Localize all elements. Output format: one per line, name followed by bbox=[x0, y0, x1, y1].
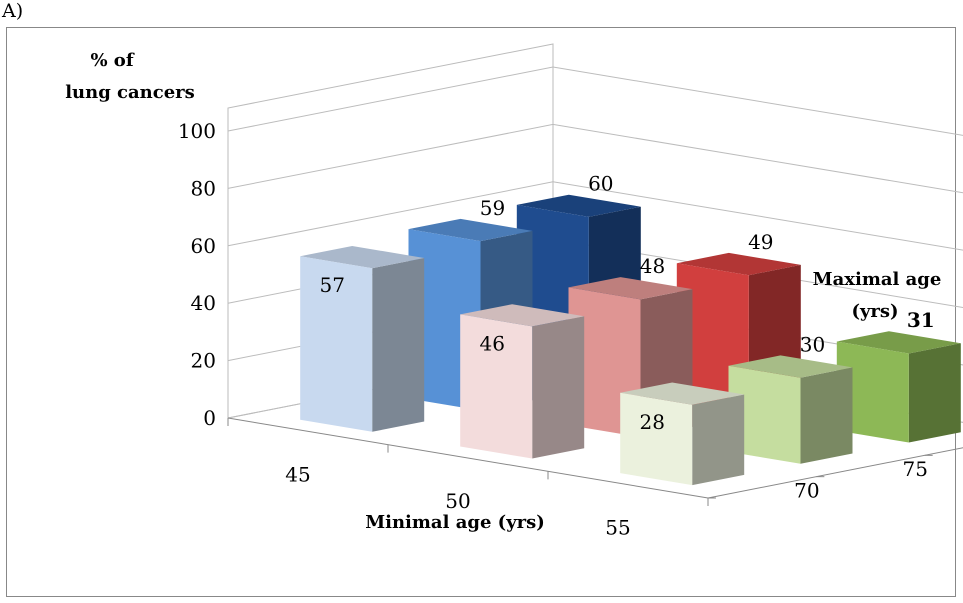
data-labels: 60 49 31 59 48 30 57 46 28 bbox=[319, 172, 934, 434]
depth-axis-line bbox=[707, 447, 963, 499]
data-label: 49 bbox=[748, 230, 773, 254]
bar-top bbox=[676, 252, 801, 276]
x-tick-label: 50 bbox=[445, 489, 470, 513]
bar-front bbox=[836, 341, 909, 443]
gridline-100 bbox=[227, 66, 963, 136]
x-tick-label: 45 bbox=[285, 462, 310, 486]
bar-top bbox=[300, 246, 425, 269]
bar-top bbox=[568, 277, 693, 300]
bar-side bbox=[532, 316, 585, 459]
bar-top bbox=[836, 331, 961, 354]
bar-top bbox=[516, 194, 641, 217]
bar-front bbox=[620, 392, 693, 486]
data-label: 31 bbox=[907, 308, 935, 332]
depth-axis-title-line2: (yrs) bbox=[851, 301, 898, 322]
chart-frame bbox=[6, 27, 956, 597]
gridline-80 bbox=[227, 123, 963, 194]
chart-axes bbox=[227, 417, 963, 506]
y-axis-title-line2: lung cancers bbox=[65, 82, 195, 103]
bar-front bbox=[460, 314, 533, 459]
x-axis-title: Minimal age (yrs) bbox=[365, 512, 545, 533]
bar-front bbox=[300, 256, 373, 432]
y-tick-label: 60 bbox=[191, 234, 216, 258]
bar-45-70 bbox=[300, 246, 425, 432]
y-axis-title-line1: % of bbox=[90, 50, 134, 71]
panel-label: A) bbox=[2, 0, 24, 22]
x-tick-label: 55 bbox=[605, 516, 630, 540]
bar-55-70 bbox=[620, 382, 745, 486]
y-tick-label: 0 bbox=[203, 406, 216, 430]
y-tick-label: 80 bbox=[191, 176, 216, 200]
depth-axis-title-line1: Maximal age bbox=[813, 269, 942, 290]
bar-side bbox=[692, 394, 745, 486]
bar-side bbox=[800, 367, 853, 464]
data-label: 57 bbox=[319, 273, 344, 297]
bar-side bbox=[908, 343, 961, 443]
bar-55-80 bbox=[836, 331, 961, 443]
x-axis-line bbox=[227, 417, 709, 499]
data-label: 60 bbox=[588, 172, 613, 196]
gridline-60 bbox=[227, 181, 963, 251]
bar-55-75 bbox=[728, 355, 853, 464]
y-tick-label: 20 bbox=[191, 349, 216, 373]
data-label: 48 bbox=[640, 254, 665, 278]
bar-front bbox=[728, 365, 801, 464]
bar-side bbox=[372, 258, 425, 432]
bars bbox=[300, 194, 961, 486]
y-tick-label: 100 bbox=[178, 119, 216, 143]
depth-tick-label: 75 bbox=[903, 457, 928, 481]
bar-top bbox=[408, 218, 533, 242]
data-label: 59 bbox=[480, 196, 505, 220]
bar-50-70 bbox=[460, 304, 585, 459]
tick-labels: 020406080100455055707580 bbox=[178, 119, 928, 540]
y-tick-label: 40 bbox=[191, 291, 216, 315]
bar-top bbox=[460, 304, 585, 327]
bar-top bbox=[728, 355, 853, 378]
data-label: 46 bbox=[479, 331, 504, 355]
bar-top bbox=[620, 382, 745, 405]
depth-tick-label: 70 bbox=[794, 478, 819, 502]
data-label: 30 bbox=[800, 332, 825, 356]
data-label: 28 bbox=[639, 410, 664, 434]
